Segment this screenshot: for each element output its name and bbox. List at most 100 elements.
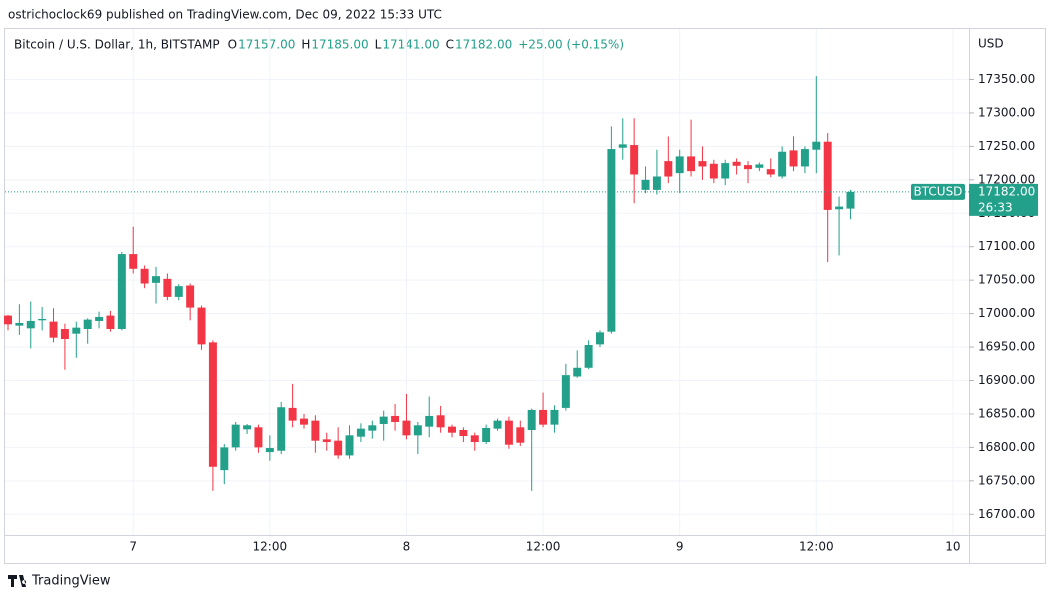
- candle-body: [334, 440, 343, 456]
- candle-body: [163, 278, 172, 297]
- candle-body: [448, 426, 456, 433]
- x-tick-label: 12:00: [526, 540, 561, 554]
- candle-body: [379, 416, 388, 424]
- candle-body: [687, 156, 696, 172]
- x-tick-label: 9: [676, 540, 684, 554]
- candle-body: [698, 161, 707, 167]
- candle-body: [425, 415, 434, 427]
- legend-item: +25.00 (+0.15%): [518, 38, 624, 52]
- y-tick-label: 17000.00: [978, 306, 1035, 320]
- y-tick-label: 17100.00: [978, 239, 1035, 253]
- candle-body: [504, 420, 513, 445]
- x-tick-label: 10: [945, 540, 960, 554]
- legend-item: 17157.00: [238, 38, 295, 52]
- candle-body: [539, 409, 548, 425]
- candle-body: [117, 254, 126, 329]
- candle-body: [516, 427, 525, 443]
- candle-body: [311, 420, 320, 441]
- candle-body: [300, 418, 308, 425]
- candle-body: [596, 332, 604, 345]
- candle-body: [755, 164, 764, 168]
- candle-body: [83, 319, 92, 329]
- symbol-tag: [911, 183, 965, 200]
- candle-body: [652, 176, 661, 190]
- candle-body: [823, 141, 832, 210]
- candle-body: [459, 429, 468, 437]
- candle-body: [26, 320, 35, 329]
- price-tag-countdown: 26:33: [978, 200, 1013, 214]
- candle-body: [846, 191, 855, 209]
- candle-body: [436, 415, 445, 428]
- plot: [4, 29, 974, 535]
- candle-body: [675, 156, 684, 174]
- y-tick-label: 16900.00: [978, 373, 1035, 387]
- y-tick-label: 16850.00: [978, 406, 1035, 420]
- candle-body: [15, 322, 24, 326]
- candle-body: [72, 327, 81, 334]
- candle-body: [778, 151, 787, 177]
- candle-body: [721, 163, 730, 179]
- y-tick-label: 17200.00: [978, 172, 1035, 186]
- candle-body: [49, 321, 58, 338]
- legend-item: 17141.00: [382, 38, 439, 52]
- candle-body: [744, 165, 752, 170]
- candle-body: [766, 169, 775, 175]
- candle-body: [470, 435, 479, 443]
- x-tick-label: 12:00: [253, 540, 288, 554]
- candle-body: [664, 161, 673, 177]
- candle-body: [208, 342, 217, 467]
- candle-body: [197, 307, 206, 345]
- candle-body: [174, 286, 183, 297]
- candle-body: [277, 407, 286, 451]
- candle-body: [140, 268, 149, 284]
- candle-body: [800, 149, 809, 167]
- candle-body: [732, 161, 741, 166]
- candle-body: [584, 345, 593, 368]
- candle-body: [152, 276, 160, 283]
- candle-body: [220, 447, 229, 471]
- candle-body: [4, 315, 12, 325]
- candle-body: [482, 427, 491, 443]
- candle-body: [812, 141, 821, 150]
- legend-item: 17182.00: [455, 38, 512, 52]
- candle-body: [345, 435, 354, 456]
- candle-body: [322, 439, 331, 443]
- candle-body: [709, 163, 718, 179]
- candle-body: [186, 285, 195, 308]
- legend-item: H: [301, 38, 310, 52]
- price-tag-price: 17182.00: [978, 184, 1035, 198]
- y-tick-label: 16750.00: [978, 473, 1035, 487]
- price-tag: [969, 183, 1038, 216]
- candle-body: [95, 316, 104, 321]
- candle-body: [618, 144, 627, 148]
- legend-item: 17185.00: [311, 38, 368, 52]
- y-tick-label: 17050.00: [978, 273, 1035, 287]
- y-tick-label: 16950.00: [978, 340, 1035, 354]
- candle-body: [254, 427, 263, 448]
- candle-body: [402, 420, 411, 436]
- candle-body: [106, 315, 115, 329]
- candle-body: [527, 409, 536, 430]
- candle-body: [243, 425, 252, 430]
- candle-body: [356, 428, 365, 437]
- y-tick-label: 17300.00: [978, 105, 1035, 119]
- footer-brand: TradingView: [31, 574, 111, 589]
- candle-body: [550, 409, 559, 425]
- candle-body: [391, 415, 400, 422]
- symbol-tag-text: BTCUSD: [914, 184, 963, 198]
- candle-body: [231, 424, 240, 448]
- y-tick-label: 16800.00: [978, 440, 1035, 454]
- candle-body: [641, 179, 650, 190]
- candle-body: [573, 367, 582, 377]
- legend-item: C: [446, 38, 454, 52]
- footer-logo: TradingView: [8, 574, 111, 589]
- candle-body: [60, 328, 69, 340]
- byline: ostrichoclock69 published on TradingView…: [8, 8, 442, 22]
- candle-body: [493, 420, 502, 429]
- x-tick-label: 8: [403, 540, 411, 554]
- frame: [4, 28, 1046, 564]
- x-tick-label: 12:00: [799, 540, 834, 554]
- y-tick-label: 16700.00: [978, 507, 1035, 521]
